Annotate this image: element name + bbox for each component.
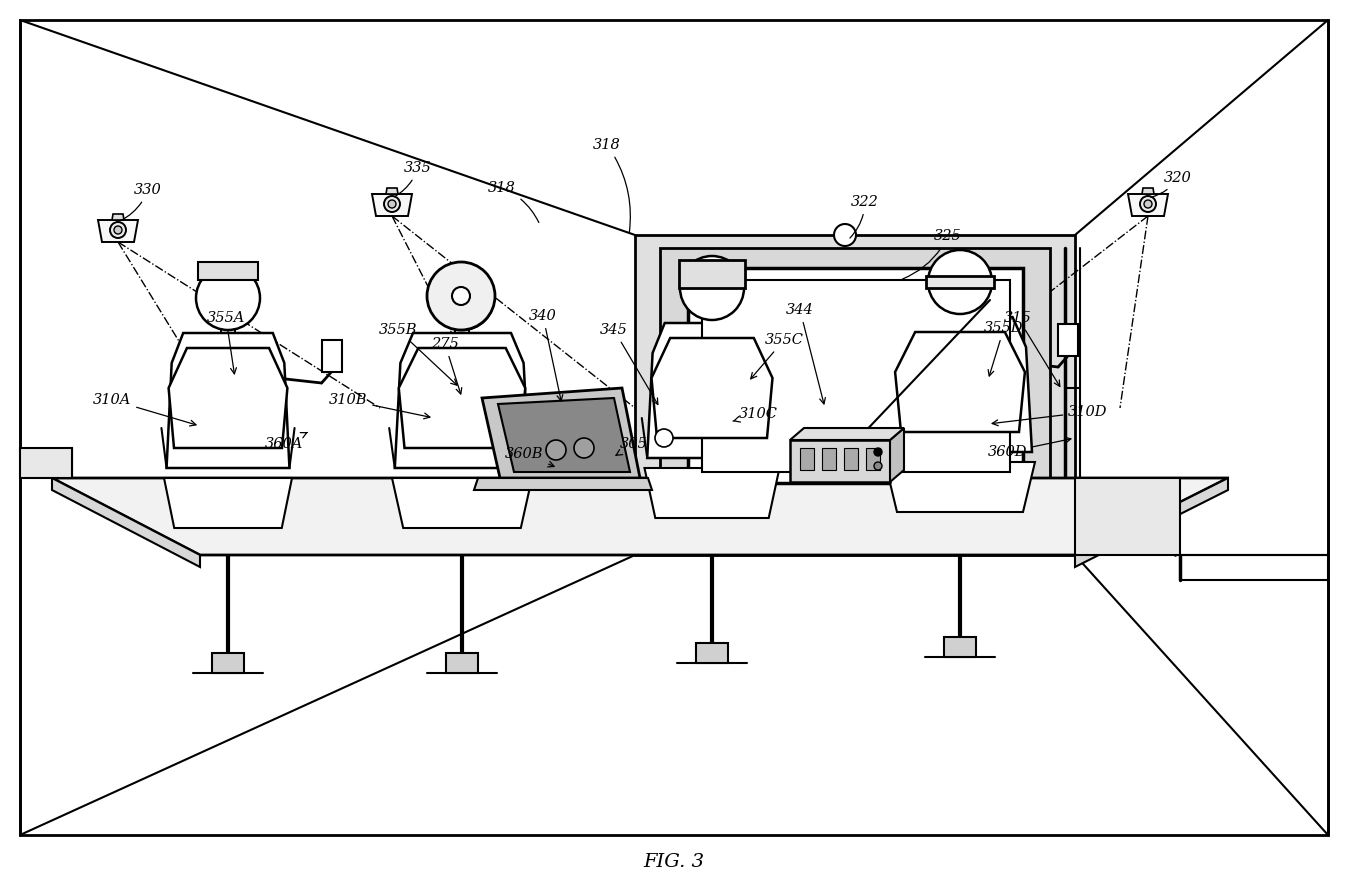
Polygon shape <box>164 478 293 528</box>
Circle shape <box>574 438 594 458</box>
Bar <box>799 448 814 470</box>
Polygon shape <box>372 194 412 216</box>
Text: FIG. 3: FIG. 3 <box>643 853 705 871</box>
Polygon shape <box>790 440 890 482</box>
Text: 318: 318 <box>593 138 631 232</box>
Bar <box>696 643 728 663</box>
Bar <box>1058 324 1078 356</box>
Text: 318: 318 <box>488 181 539 223</box>
Text: 322: 322 <box>851 195 879 238</box>
Bar <box>844 448 857 470</box>
Bar <box>687 268 1023 483</box>
Text: 360A: 360A <box>264 433 307 451</box>
Bar <box>865 448 880 470</box>
Polygon shape <box>635 235 1074 555</box>
Bar <box>702 280 1010 472</box>
Polygon shape <box>168 348 287 448</box>
Bar <box>944 637 976 657</box>
Text: 340: 340 <box>530 309 562 401</box>
Polygon shape <box>483 388 640 478</box>
Circle shape <box>111 222 125 238</box>
Polygon shape <box>20 448 71 478</box>
Polygon shape <box>886 462 1035 512</box>
Polygon shape <box>167 333 290 468</box>
Circle shape <box>927 250 992 314</box>
Text: 315: 315 <box>1004 311 1060 386</box>
Text: 355C: 355C <box>751 333 803 379</box>
Text: 320: 320 <box>1151 171 1192 198</box>
Circle shape <box>874 448 882 456</box>
Bar <box>822 448 836 470</box>
Text: 345: 345 <box>600 323 658 404</box>
Text: 355D: 355D <box>984 321 1023 376</box>
Polygon shape <box>395 333 530 468</box>
Polygon shape <box>98 220 137 242</box>
Text: 330: 330 <box>120 183 162 221</box>
Circle shape <box>452 287 470 305</box>
Text: 355B: 355B <box>379 323 457 385</box>
Circle shape <box>546 440 566 460</box>
Text: 310A: 310A <box>93 393 195 426</box>
Text: 275: 275 <box>431 337 462 394</box>
Circle shape <box>195 266 260 330</box>
Polygon shape <box>497 398 630 472</box>
Polygon shape <box>112 214 124 220</box>
Circle shape <box>427 262 495 330</box>
Bar <box>198 262 257 280</box>
Bar <box>322 340 341 372</box>
Circle shape <box>874 462 882 470</box>
Polygon shape <box>651 338 772 438</box>
Bar <box>212 653 244 673</box>
Text: 355A: 355A <box>206 311 245 374</box>
Text: 360D: 360D <box>988 437 1070 459</box>
Polygon shape <box>53 478 1228 555</box>
Polygon shape <box>474 478 652 490</box>
Circle shape <box>1140 196 1157 212</box>
Circle shape <box>115 226 123 234</box>
Text: 310D: 310D <box>992 405 1108 426</box>
Circle shape <box>655 429 673 447</box>
Text: 305: 305 <box>616 437 648 455</box>
Bar <box>661 248 1050 503</box>
Text: 360B: 360B <box>504 447 554 467</box>
Bar <box>446 653 479 673</box>
Text: 310B: 310B <box>329 393 430 418</box>
Circle shape <box>1144 200 1153 208</box>
Text: 325: 325 <box>903 229 962 279</box>
Circle shape <box>388 200 396 208</box>
Polygon shape <box>386 188 398 194</box>
Polygon shape <box>888 317 1033 452</box>
Polygon shape <box>1074 478 1228 567</box>
Polygon shape <box>1074 478 1180 555</box>
Bar <box>679 260 745 288</box>
Polygon shape <box>392 478 532 528</box>
Circle shape <box>679 256 744 320</box>
Polygon shape <box>1128 194 1167 216</box>
Text: 344: 344 <box>786 303 825 404</box>
Polygon shape <box>895 332 1024 432</box>
Polygon shape <box>1142 188 1154 194</box>
Bar <box>926 276 993 288</box>
Polygon shape <box>399 348 526 448</box>
Text: 335: 335 <box>395 161 431 197</box>
Polygon shape <box>644 468 779 518</box>
Polygon shape <box>647 323 776 458</box>
Polygon shape <box>790 428 905 440</box>
Polygon shape <box>53 478 200 567</box>
Text: 310C: 310C <box>733 407 778 422</box>
Polygon shape <box>890 428 905 482</box>
Circle shape <box>834 224 856 246</box>
Circle shape <box>430 266 493 330</box>
Circle shape <box>384 196 400 212</box>
